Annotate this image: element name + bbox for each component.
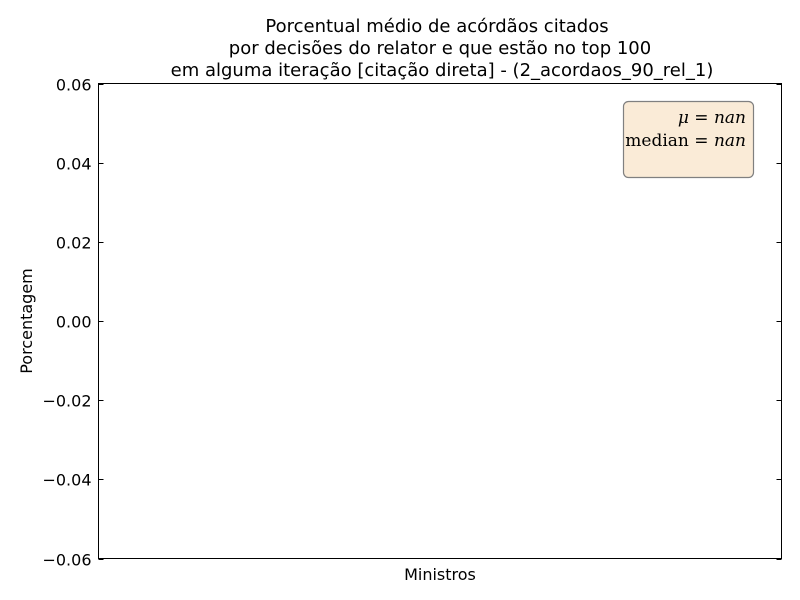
- median-label: median: [625, 131, 689, 151]
- y-tick-label: −0.02: [42, 392, 91, 411]
- y-tick-label: 0.00: [56, 313, 92, 332]
- mean-equals: =: [689, 108, 714, 128]
- y-tick-label: −0.04: [42, 471, 91, 490]
- y-axis-ticks-right: [776, 84, 782, 560]
- y-tick-label: 0.06: [56, 76, 92, 95]
- chart-title-line-2: por decisões do relator e que estão no t…: [229, 38, 651, 59]
- y-axis-tick-labels: 0.06 0.04 0.02 0.00 −0.02 −0.04 −0.06: [42, 76, 91, 570]
- y-axis-ticks-left: [98, 84, 104, 560]
- y-tick-label: −0.06: [42, 551, 91, 570]
- median-equals: =: [689, 131, 714, 151]
- y-tick-label: 0.04: [56, 155, 92, 174]
- chart-title-line-3: em alguma iteração [citação direta] - (2…: [171, 60, 714, 81]
- x-axis-label: Ministros: [404, 565, 476, 584]
- y-axis-label: Porcentagem: [17, 268, 36, 374]
- stats-annotation: μ = nan median = nan: [622, 100, 755, 179]
- y-tick-label: 0.02: [56, 234, 92, 253]
- stats-median: median = nan: [625, 131, 746, 151]
- chart-title-line-1: Porcentual médio de acórdãos citados: [265, 16, 608, 37]
- mean-symbol: μ: [678, 108, 689, 128]
- stats-mean: μ = nan: [678, 108, 746, 128]
- mean-value: nan: [714, 108, 746, 128]
- stats-annotation-box: [622, 100, 755, 179]
- median-value: nan: [714, 131, 746, 151]
